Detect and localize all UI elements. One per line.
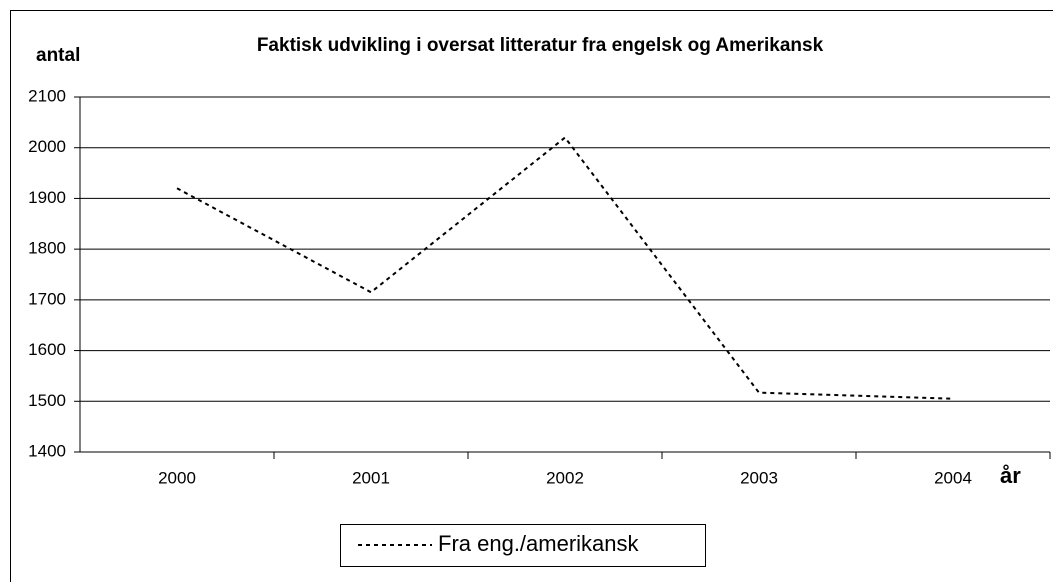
chart-title: Faktisk udvikling i oversat litteratur f… (257, 35, 824, 56)
x-axis-label: år (1000, 463, 1021, 488)
y-tick-label: 1500 (28, 391, 66, 410)
x-tick-label: 2002 (546, 468, 584, 487)
x-tick-label: 2003 (740, 468, 778, 487)
y-tick-label: 1600 (28, 340, 66, 359)
x-tick-label: 2004 (934, 468, 972, 487)
y-axis-label: antal (36, 45, 80, 66)
y-tick-label: 1400 (28, 441, 66, 460)
data-line (176, 136, 954, 400)
legend-label: Fra eng./amerikansk (438, 531, 640, 556)
x-tick-label: 2001 (352, 468, 390, 487)
y-tick-label: 2000 (28, 137, 66, 156)
y-tick-label: 1800 (28, 239, 66, 258)
chart-frame (10, 10, 1053, 582)
y-tick-label: 2100 (28, 86, 66, 105)
y-tick-label: 1700 (28, 289, 66, 308)
y-tick-label: 1900 (28, 188, 66, 207)
x-tick-label: 2000 (158, 468, 196, 487)
